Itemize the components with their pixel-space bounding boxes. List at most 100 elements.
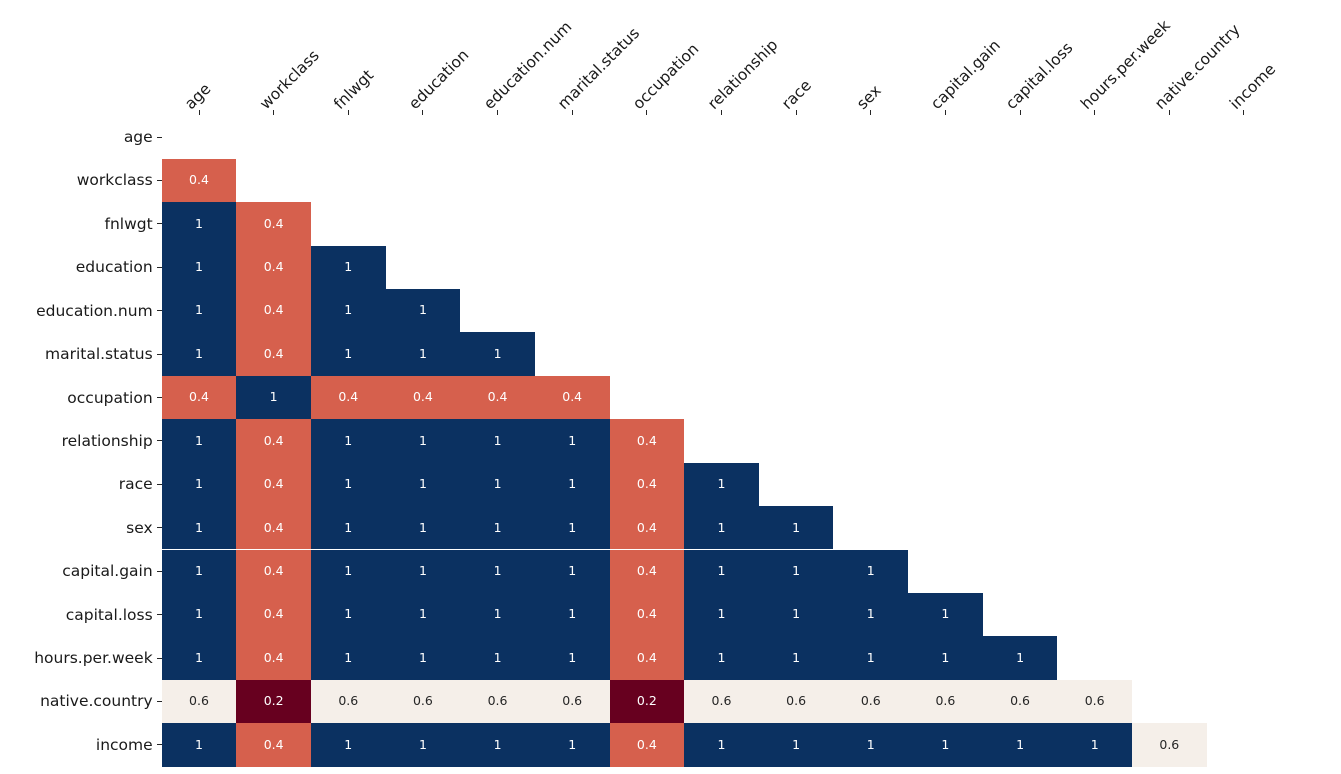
heatmap-cell-education-x-workclass: 0.4 <box>236 245 311 289</box>
heatmap-cell-native-country-x-workclass: 0.2 <box>236 679 311 724</box>
x-axis-label-age: age <box>181 80 215 114</box>
heatmap-cell-relationship-x-education: 1 <box>385 419 461 463</box>
heatmap-cell-race-x-occupation: 0.4 <box>609 462 685 507</box>
heatmap-cell-sex-x-workclass: 0.4 <box>236 506 311 550</box>
x-axis-label-income: income <box>1226 60 1280 114</box>
heatmap-cell-relationship-x-fnlwgt: 1 <box>310 419 386 463</box>
heatmap-cell-relationship-x-marital-status: 1 <box>534 419 610 463</box>
heatmap-cell-sex-x-race: 1 <box>758 506 834 550</box>
heatmap-cell-marital-status-x-education-num: 1 <box>460 332 535 376</box>
x-axis-tick <box>347 110 349 116</box>
heatmap-cell-capital-gain-x-workclass: 0.4 <box>236 549 311 593</box>
heatmap-cell-hours-per-week-x-relationship: 1 <box>684 636 759 680</box>
heatmap-cell-occupation-x-education: 0.4 <box>385 375 461 420</box>
x-axis-tick <box>795 110 797 116</box>
x-axis-tick <box>497 110 499 116</box>
heatmap-cell-education-num-x-fnlwgt: 1 <box>310 288 386 333</box>
heatmap-cell-income-x-capital-loss: 1 <box>982 723 1058 767</box>
heatmap-cell-education-num-x-workclass: 0.4 <box>236 288 311 333</box>
heatmap-cell-native-country-x-education-num: 0.6 <box>460 679 535 724</box>
heatmap-cell-native-country-x-hours-per-week: 0.6 <box>1057 679 1132 724</box>
heatmap-cell-race-x-workclass: 0.4 <box>236 462 311 507</box>
y-axis-label-income: income <box>95 735 153 754</box>
x-axis-tick <box>1168 110 1170 116</box>
heatmap-cell-capital-loss-x-education-num: 1 <box>460 592 535 637</box>
heatmap-cell-capital-gain-x-occupation: 0.4 <box>609 549 685 593</box>
y-axis-label-capital-loss: capital.loss <box>65 605 153 624</box>
heatmap-cell-sex-x-age: 1 <box>161 506 237 550</box>
y-axis-tick <box>156 744 162 746</box>
heatmap-cell-education-num-x-education: 1 <box>385 288 461 333</box>
heatmap-cell-occupation-x-workclass: 1 <box>236 375 311 420</box>
heatmap-cell-income-x-sex: 1 <box>833 723 909 767</box>
y-axis-label-marital-status: marital.status <box>44 345 153 364</box>
y-axis-label-hours-per-week: hours.per.week <box>34 649 153 668</box>
heatmap-cell-education-num-x-age: 1 <box>161 288 237 333</box>
x-axis-label-education: education <box>405 46 473 114</box>
heatmap-cell-sex-x-fnlwgt: 1 <box>310 506 386 550</box>
heatmap-cell-native-country-x-capital-gain: 0.6 <box>908 679 983 724</box>
heatmap-cell-capital-gain-x-relationship: 1 <box>684 549 759 593</box>
x-axis-tick <box>1019 110 1021 116</box>
heatmap-cell-relationship-x-occupation: 0.4 <box>609 419 685 463</box>
heatmap-cell-race-x-education: 1 <box>385 462 461 507</box>
heatmap-cell-income-x-age: 1 <box>161 723 237 767</box>
y-axis-tick <box>156 397 162 399</box>
heatmap-cell-race-x-marital-status: 1 <box>534 462 610 507</box>
heatmap-cell-native-country-x-race: 0.6 <box>758 679 834 724</box>
heatmap-cell-capital-gain-x-education: 1 <box>385 549 461 593</box>
heatmap-cell-hours-per-week-x-capital-gain: 1 <box>908 636 983 680</box>
x-axis-tick <box>944 110 946 116</box>
heatmap-cell-capital-loss-x-sex: 1 <box>833 592 909 637</box>
heatmap-cell-hours-per-week-x-race: 1 <box>758 636 834 680</box>
x-axis-label-capital-gain: capital.gain <box>927 36 1005 114</box>
heatmap-cell-native-country-x-occupation: 0.2 <box>609 679 685 724</box>
heatmap-cell-capital-gain-x-race: 1 <box>758 549 834 593</box>
heatmap-cell-capital-loss-x-age: 1 <box>161 592 237 637</box>
heatmap-cell-marital-status-x-age: 1 <box>161 332 237 376</box>
heatmap-cell-fnlwgt-x-workclass: 0.4 <box>236 202 311 246</box>
x-axis-label-capital-loss: capital.loss <box>1002 39 1077 114</box>
heatmap-cell-native-country-x-fnlwgt: 0.6 <box>310 679 386 724</box>
x-axis-tick <box>571 110 573 116</box>
y-axis-tick <box>156 657 162 659</box>
heatmap-cell-hours-per-week-x-education-num: 1 <box>460 636 535 680</box>
heatmap-cell-race-x-education-num: 1 <box>460 462 535 507</box>
heatmap-cell-sex-x-education: 1 <box>385 506 461 550</box>
heatmap-cell-hours-per-week-x-capital-loss: 1 <box>982 636 1058 680</box>
heatmap-cell-capital-gain-x-age: 1 <box>161 549 237 593</box>
y-axis-tick <box>156 310 162 312</box>
heatmap-cell-native-country-x-education: 0.6 <box>385 679 461 724</box>
heatmap-cell-income-x-relationship: 1 <box>684 723 759 767</box>
heatmap-cell-capital-gain-x-marital-status: 1 <box>534 549 610 593</box>
heatmap-cell-native-country-x-marital-status: 0.6 <box>534 679 610 724</box>
y-axis-label-education: education <box>75 258 153 277</box>
heatmap-cell-capital-loss-x-capital-gain: 1 <box>908 592 983 637</box>
heatmap-cell-occupation-x-education-num: 0.4 <box>460 375 535 420</box>
heatmap-cell-occupation-x-age: 0.4 <box>161 375 237 420</box>
y-axis-label-capital-gain: capital.gain <box>62 562 153 581</box>
y-axis-tick <box>156 266 162 268</box>
heatmap-cell-race-x-relationship: 1 <box>684 462 759 507</box>
x-axis-label-occupation: occupation <box>629 40 703 114</box>
heatmap-cell-income-x-education: 1 <box>385 723 461 767</box>
heatmap-cell-income-x-marital-status: 1 <box>534 723 610 767</box>
heatmap-cell-income-x-education-num: 1 <box>460 723 535 767</box>
y-axis-label-sex: sex <box>126 518 153 537</box>
heatmap-cell-sex-x-education-num: 1 <box>460 506 535 550</box>
heatmap-cell-income-x-hours-per-week: 1 <box>1057 723 1132 767</box>
heatmap-cell-hours-per-week-x-age: 1 <box>161 636 237 680</box>
heatmap-cell-native-country-x-sex: 0.6 <box>833 679 909 724</box>
heatmap-cell-marital-status-x-fnlwgt: 1 <box>310 332 386 376</box>
heatmap-cell-native-country-x-relationship: 0.6 <box>684 679 759 724</box>
heatmap-cell-capital-gain-x-fnlwgt: 1 <box>310 549 386 593</box>
heatmap-cell-sex-x-occupation: 0.4 <box>609 506 685 550</box>
x-axis-tick <box>1094 110 1096 116</box>
heatmap-cell-hours-per-week-x-workclass: 0.4 <box>236 636 311 680</box>
heatmap-cell-income-x-native-country: 0.6 <box>1132 723 1207 767</box>
x-axis-label-race: race <box>778 76 816 114</box>
heatmap-cell-capital-loss-x-fnlwgt: 1 <box>310 592 386 637</box>
x-axis-label-fnlwgt: fnlwgt <box>330 66 378 114</box>
x-axis-label-workclass: workclass <box>255 46 323 114</box>
heatmap-cell-hours-per-week-x-sex: 1 <box>833 636 909 680</box>
